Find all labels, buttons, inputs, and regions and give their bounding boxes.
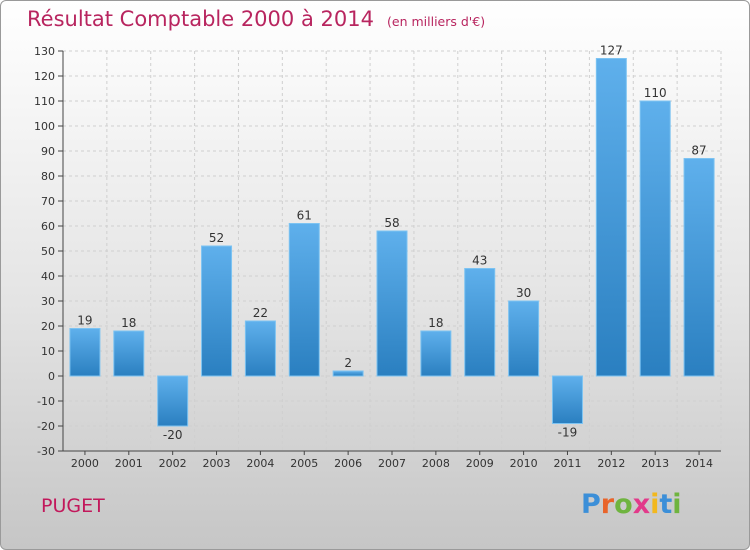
y-tick-label: 20 xyxy=(41,320,55,333)
x-tick-label: 2000 xyxy=(71,457,99,470)
y-tick-label: 130 xyxy=(34,45,55,58)
y-tick-label: 40 xyxy=(41,270,55,283)
data-label-2011: -19 xyxy=(558,426,578,440)
x-tick-label: 2002 xyxy=(159,457,187,470)
axis-layer: -30 -20 -10 0 10 20 30 40 50 60 70 80 90 100 110 120 130… xyxy=(34,45,721,470)
data-label-2001: 18 xyxy=(121,316,136,330)
bar-2012 xyxy=(595,58,627,377)
data-label-2002: -20 xyxy=(163,428,183,442)
bar-2009 xyxy=(464,268,496,377)
logo-letter: r xyxy=(600,489,615,520)
data-label-2006: 2 xyxy=(344,356,352,370)
bar-2010 xyxy=(508,300,540,377)
bar-2011 xyxy=(551,375,583,424)
bar-2007 xyxy=(376,230,408,377)
y-tick-label: 10 xyxy=(41,345,55,358)
y-tick-label: 120 xyxy=(34,70,55,83)
bar-2000 xyxy=(69,328,101,377)
x-tick-label: 2006 xyxy=(334,457,362,470)
y-tick-label: 90 xyxy=(41,145,55,158)
y-tick-label: 50 xyxy=(41,245,55,258)
data-label-2008: 18 xyxy=(428,316,443,330)
x-tick-label: 2010 xyxy=(510,457,538,470)
bar-2005 xyxy=(288,223,320,377)
bar-layer: 19 18 -20 52 22 61 2 58 18 43 30 -19 127 110 87 xyxy=(69,44,715,442)
data-label-2013: 110 xyxy=(644,86,667,100)
x-tick-label: 2001 xyxy=(115,457,143,470)
x-tick-label: 2013 xyxy=(641,457,669,470)
logo-letter: P xyxy=(581,489,601,520)
data-label-2009: 43 xyxy=(472,254,487,268)
data-label-2007: 58 xyxy=(384,216,399,230)
bar-2001 xyxy=(113,330,145,377)
logo-letter: i xyxy=(672,489,682,520)
data-label-2005: 61 xyxy=(297,209,312,223)
x-tick-label: 2004 xyxy=(246,457,274,470)
data-label-2010: 30 xyxy=(516,286,531,300)
x-tick-label: 2007 xyxy=(378,457,406,470)
bar-2006 xyxy=(332,370,364,377)
data-label-2003: 52 xyxy=(209,231,224,245)
y-tick-label: 80 xyxy=(41,170,55,183)
data-label-2000: 19 xyxy=(77,314,92,328)
logo-letter: x xyxy=(632,489,651,520)
bar-2014 xyxy=(683,158,715,377)
x-tick-label: 2003 xyxy=(203,457,231,470)
bar-2013 xyxy=(639,100,671,377)
y-tick-label: -10 xyxy=(37,395,55,408)
y-tick-label: -20 xyxy=(37,420,55,433)
data-label-2004: 22 xyxy=(253,306,268,320)
bar-2004 xyxy=(244,320,276,377)
x-tick-label: 2005 xyxy=(290,457,318,470)
logo-letter: i xyxy=(650,489,660,520)
x-tick-label: 2009 xyxy=(466,457,494,470)
x-tick-label: 2014 xyxy=(685,457,713,470)
y-tick-label: 100 xyxy=(34,120,55,133)
title-row: Résultat Comptable 2000 à 2014 (en milli… xyxy=(27,7,485,31)
y-tick-label: -30 xyxy=(37,445,55,458)
proxiti-logo: Proxiti xyxy=(581,489,682,520)
chart-title: Résultat Comptable 2000 à 2014 xyxy=(27,7,374,31)
bar-2008 xyxy=(420,330,452,377)
bar-2003 xyxy=(201,245,233,377)
logo-letter: t xyxy=(659,489,673,520)
commune-name: PUGET xyxy=(41,495,105,517)
data-label-2012: 127 xyxy=(600,44,623,58)
y-tick-label: 0 xyxy=(48,370,55,383)
x-tick-label: 2008 xyxy=(422,457,450,470)
x-tick-label: 2012 xyxy=(597,457,625,470)
data-label-2014: 87 xyxy=(691,144,706,158)
chart-subtitle: (en milliers d'€) xyxy=(387,14,486,29)
y-tick-label: 60 xyxy=(41,220,55,233)
x-tick-label: 2011 xyxy=(553,457,581,470)
y-tick-label: 70 xyxy=(41,195,55,208)
logo-letter: o xyxy=(614,489,633,520)
y-tick-label: 30 xyxy=(41,295,55,308)
y-tick-label: 110 xyxy=(34,95,55,108)
bar-2002 xyxy=(157,375,189,427)
